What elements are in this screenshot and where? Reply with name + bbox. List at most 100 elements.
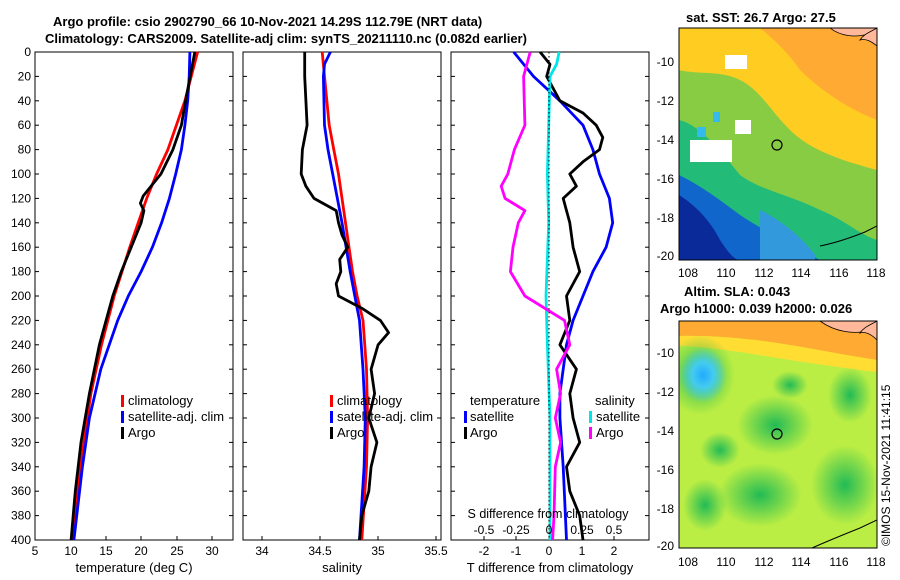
sla-map-title-2: Argo h1000: 0.039 h2000: 0.026 xyxy=(660,301,853,316)
legend-label: Argo xyxy=(128,425,155,440)
temp-xtick: 30 xyxy=(205,544,219,558)
salinity-xlabel: salinity xyxy=(322,560,362,575)
lon-tick: 108 xyxy=(678,555,698,569)
climatology-line xyxy=(71,51,199,541)
depth-tick: 140 xyxy=(11,216,31,230)
legend-label: climatology xyxy=(128,393,194,408)
sla-map-frame xyxy=(678,320,878,549)
legend-swatch-argo xyxy=(330,427,333,439)
lat-tick: -10 xyxy=(657,346,675,360)
temperature-legend: climatology satellite-adj. clim Argo xyxy=(121,393,224,440)
legend-swatch-satellite xyxy=(330,411,333,423)
climatology-line xyxy=(320,51,369,541)
depth-tick: 240 xyxy=(11,338,31,352)
legend-label: Argo xyxy=(470,425,497,440)
argo-location-marker xyxy=(771,139,783,151)
depth-tick: 260 xyxy=(11,362,31,376)
depth-tick: 220 xyxy=(11,313,31,327)
lat-tick: -12 xyxy=(657,385,675,399)
lon-tick: 108 xyxy=(678,266,698,280)
lat-tick: -18 xyxy=(657,502,675,516)
sal-satellite-diff-line xyxy=(544,51,561,540)
x-tick-labels: 5 10 15 20 25 30 34 34.5 35 35.5 -2 -1 0… xyxy=(32,523,623,558)
lon-tick: 112 xyxy=(754,555,773,569)
legend-swatch-sal-argo xyxy=(589,427,592,439)
argo-line xyxy=(299,52,390,541)
lat-tick: -16 xyxy=(657,463,675,477)
sal-xtick: 34.5 xyxy=(308,544,332,558)
diff-xtick: 2 xyxy=(611,544,618,558)
sdiff-tick: 0.25 xyxy=(570,523,594,537)
depth-tick: 0 xyxy=(24,45,31,59)
depth-tick: 60 xyxy=(18,118,32,132)
legend-label: satellite xyxy=(596,409,640,424)
salinity-legend: climatology satellite-adj. clim Argo xyxy=(330,393,433,440)
sal-xtick: 34 xyxy=(255,544,269,558)
legend-swatch-climatology xyxy=(121,395,124,407)
legend-label: satellite-adj. clim xyxy=(337,409,433,424)
profile-lines xyxy=(69,51,615,541)
temp-argo-diff-line xyxy=(539,51,605,541)
sst-map-lat-labels: -10 -12 -14 -16 -18 -20 xyxy=(657,55,675,263)
legend-label: satellite xyxy=(470,409,514,424)
lon-tick: 114 xyxy=(791,266,810,280)
lon-tick: 116 xyxy=(829,266,848,280)
temperature-xlabel: temperature (deg C) xyxy=(75,560,192,575)
temp-xtick: 20 xyxy=(134,544,148,558)
sal-argo-diff-line xyxy=(499,51,572,541)
depth-tick: 100 xyxy=(11,167,31,181)
sla-map xyxy=(679,321,877,548)
difference-xlabel: T difference from climatology xyxy=(467,560,634,575)
satellite-line xyxy=(322,51,367,541)
legend-swatch-climatology xyxy=(330,395,333,407)
lat-tick: -14 xyxy=(657,424,675,438)
legend-swatch-sal-satellite xyxy=(589,411,592,423)
lat-tick: -20 xyxy=(657,539,675,553)
temp-xtick: 25 xyxy=(170,544,184,558)
depth-tick-labels: 0 20 40 60 80 100 120 140 160 180 200 220 240 260 280 3… xyxy=(11,45,31,547)
legend-title-temperature: temperature xyxy=(470,393,540,408)
sst-map-lon-labels: 108 110 112 114 116 118 xyxy=(678,266,886,280)
sdiff-tick: -0.5 xyxy=(474,523,495,537)
depth-tick: 280 xyxy=(11,387,31,401)
lat-tick: -10 xyxy=(657,55,675,69)
lon-tick: 112 xyxy=(754,266,773,280)
depth-tick: 40 xyxy=(18,94,32,108)
lat-tick: -12 xyxy=(657,94,675,108)
depth-tick: 180 xyxy=(11,265,31,279)
depth-tick: 300 xyxy=(11,411,31,425)
depth-tick: 380 xyxy=(11,509,31,523)
argo-line xyxy=(69,51,197,541)
lat-tick: -20 xyxy=(657,249,675,263)
legend-swatch-argo xyxy=(464,427,467,439)
lon-tick: 116 xyxy=(829,555,848,569)
sdiff-tick: 0.5 xyxy=(606,523,623,537)
depth-tick: 200 xyxy=(11,289,31,303)
temp-xtick: 10 xyxy=(64,544,78,558)
figure-title-line1: Argo profile: csio 2902790_66 10-Nov-202… xyxy=(53,14,483,29)
depth-tick: 340 xyxy=(11,460,31,474)
sst-map-title: sat. SST: 26.7 Argo: 27.5 xyxy=(686,10,836,25)
sla-map-title-1: Altim. SLA: 0.043 xyxy=(684,284,791,299)
depth-tick: 320 xyxy=(11,435,31,449)
depth-tick: 120 xyxy=(11,191,31,205)
diff-xtick: 1 xyxy=(579,544,586,558)
temp-satellite-diff-line xyxy=(512,51,615,541)
legend-title-salinity: salinity xyxy=(595,393,635,408)
lon-tick: 110 xyxy=(716,555,735,569)
sdiff-tick: -0.25 xyxy=(502,523,530,537)
sal-xtick: 35 xyxy=(371,544,385,558)
depth-tick: 160 xyxy=(11,240,31,254)
depth-tick: 20 xyxy=(18,69,32,83)
temperature-axes xyxy=(34,51,234,541)
legend-label: satellite-adj. clim xyxy=(128,409,224,424)
argo-location-marker xyxy=(771,428,783,440)
sla-map-lon-labels: 108 110 112 114 116 118 xyxy=(678,555,886,569)
lat-tick: -18 xyxy=(657,211,675,225)
lat-tick: -14 xyxy=(657,133,675,147)
lon-tick: 118 xyxy=(866,266,885,280)
sst-map-frame xyxy=(678,27,878,261)
diff-xtick: 0 xyxy=(546,544,553,558)
lon-tick: 110 xyxy=(716,266,735,280)
